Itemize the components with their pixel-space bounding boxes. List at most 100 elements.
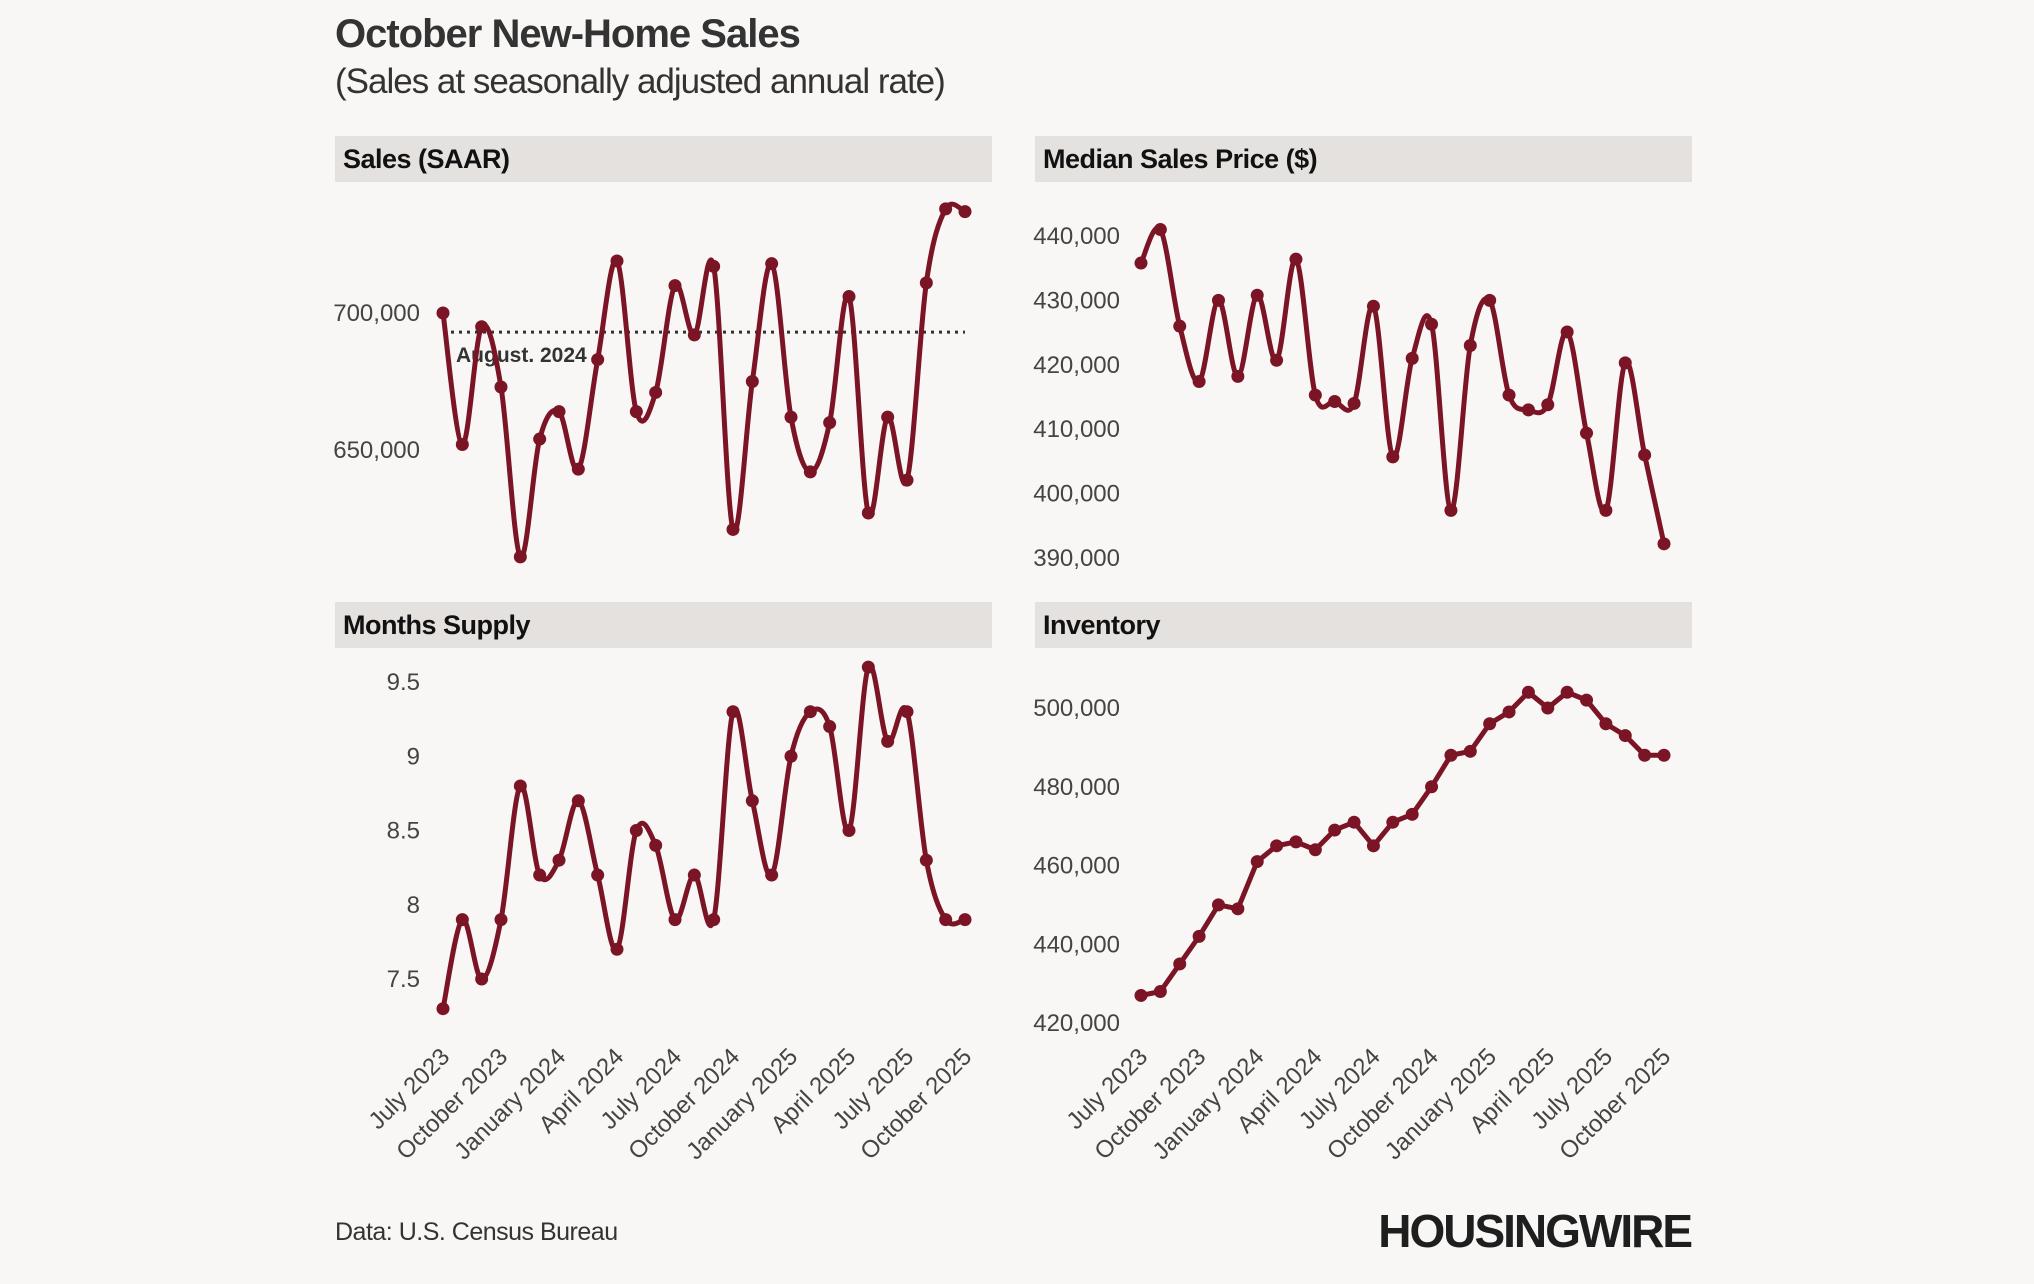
data-point: [687, 868, 701, 882]
y-tick-label: 500,000: [1033, 695, 1120, 722]
data-point: [591, 868, 605, 882]
data-point: [1153, 223, 1167, 237]
data-point: [745, 375, 759, 388]
y-tick-label: 420,000: [1033, 1010, 1120, 1037]
data-point: [1560, 325, 1574, 339]
data-point: [1638, 748, 1652, 762]
data-point: [1134, 988, 1148, 1002]
y-tick-label: 7.5: [387, 966, 420, 993]
data-point: [533, 868, 547, 882]
data-point: [610, 942, 624, 956]
data-point: [1328, 395, 1342, 409]
data-point: [494, 913, 508, 927]
series-line: [1138, 225, 1667, 545]
data-point: [1463, 744, 1477, 758]
y-tick-label: 410,000: [1033, 416, 1120, 443]
data-point: [1153, 985, 1167, 998]
data-point: [1483, 717, 1497, 731]
data-point: [1618, 729, 1632, 743]
y-tick-label: 8.5: [387, 818, 420, 845]
data-point: [861, 660, 875, 674]
y-tick-label: 430,000: [1033, 287, 1120, 314]
data-point: [1502, 705, 1516, 719]
data-point: [668, 279, 682, 293]
data-point: [1250, 855, 1264, 869]
y-tick-label: 420,000: [1033, 352, 1120, 379]
panel-header-sales: Sales (SAAR): [335, 136, 992, 182]
y-tick-label: 650,000: [333, 437, 420, 464]
data-point: [1580, 693, 1594, 707]
data-point: [687, 328, 701, 342]
data-source: Data: U.S. Census Bureau: [335, 1218, 618, 1246]
data-point: [939, 913, 953, 927]
data-point: [900, 705, 914, 719]
data-point: [455, 913, 469, 927]
data-point: [707, 259, 721, 273]
data-point: [765, 257, 779, 271]
data-point: [1347, 396, 1361, 410]
data-point: [513, 550, 527, 564]
data-point: [1173, 957, 1187, 971]
data-point: [1231, 369, 1245, 383]
data-point: [552, 853, 566, 867]
housingwire-logo: HOUSINGWIRE: [1378, 1205, 1693, 1257]
data-point: [571, 462, 585, 476]
data-point: [842, 824, 856, 837]
data-point: [1405, 351, 1419, 365]
data-point: [1599, 503, 1613, 517]
data-point: [1657, 748, 1671, 762]
data-point: [1425, 317, 1439, 331]
series-line: [440, 201, 967, 560]
data-point: [958, 913, 972, 927]
data-point: [881, 410, 895, 424]
y-tick-label: 460,000: [1033, 853, 1120, 880]
data-point: [1483, 293, 1497, 307]
data-point: [823, 416, 837, 430]
data-point: [1618, 356, 1632, 370]
data-point: [1173, 319, 1187, 333]
data-point: [1366, 839, 1380, 853]
chart-title: October New-Home Sales: [335, 12, 801, 56]
data-point: [784, 749, 798, 763]
data-point: [707, 913, 721, 927]
reference-line-label: August. 2024: [456, 344, 587, 367]
data-point: [552, 405, 566, 419]
data-point: [1308, 843, 1322, 857]
y-tick-label: 440,000: [1033, 223, 1120, 250]
data-point: [745, 794, 759, 808]
y-tick-label: 480,000: [1033, 774, 1120, 801]
data-point: [1521, 403, 1535, 417]
data-point: [1270, 839, 1284, 853]
data-point: [533, 432, 547, 446]
data-point: [1289, 835, 1303, 849]
data-point: [1270, 353, 1284, 367]
y-tick-label: 440,000: [1033, 931, 1120, 958]
data-point: [1386, 450, 1400, 464]
data-point: [1444, 748, 1458, 762]
series-line: [440, 662, 966, 1010]
y-tick-label: 8: [407, 892, 420, 919]
data-point: [629, 824, 643, 837]
data-point: [958, 205, 972, 219]
data-point: [939, 202, 953, 216]
data-point: [1521, 685, 1535, 699]
data-point: [1289, 252, 1303, 266]
panel-header-median-price: Median Sales Price ($): [1035, 136, 1692, 182]
data-point: [668, 913, 682, 927]
data-point: [1192, 929, 1206, 943]
data-point: [475, 972, 489, 986]
data-point: [649, 385, 663, 399]
panel-header-months-supply: Months Supply: [335, 602, 992, 648]
data-point: [823, 720, 837, 734]
data-point: [765, 868, 779, 882]
data-point: [1211, 898, 1225, 912]
data-point: [726, 522, 740, 536]
data-point: [1502, 388, 1516, 402]
data-point: [803, 705, 817, 719]
data-point: [1211, 293, 1225, 307]
data-point: [1405, 807, 1419, 821]
data-point: [494, 380, 508, 394]
data-point: [1560, 685, 1574, 699]
data-point: [919, 853, 933, 867]
